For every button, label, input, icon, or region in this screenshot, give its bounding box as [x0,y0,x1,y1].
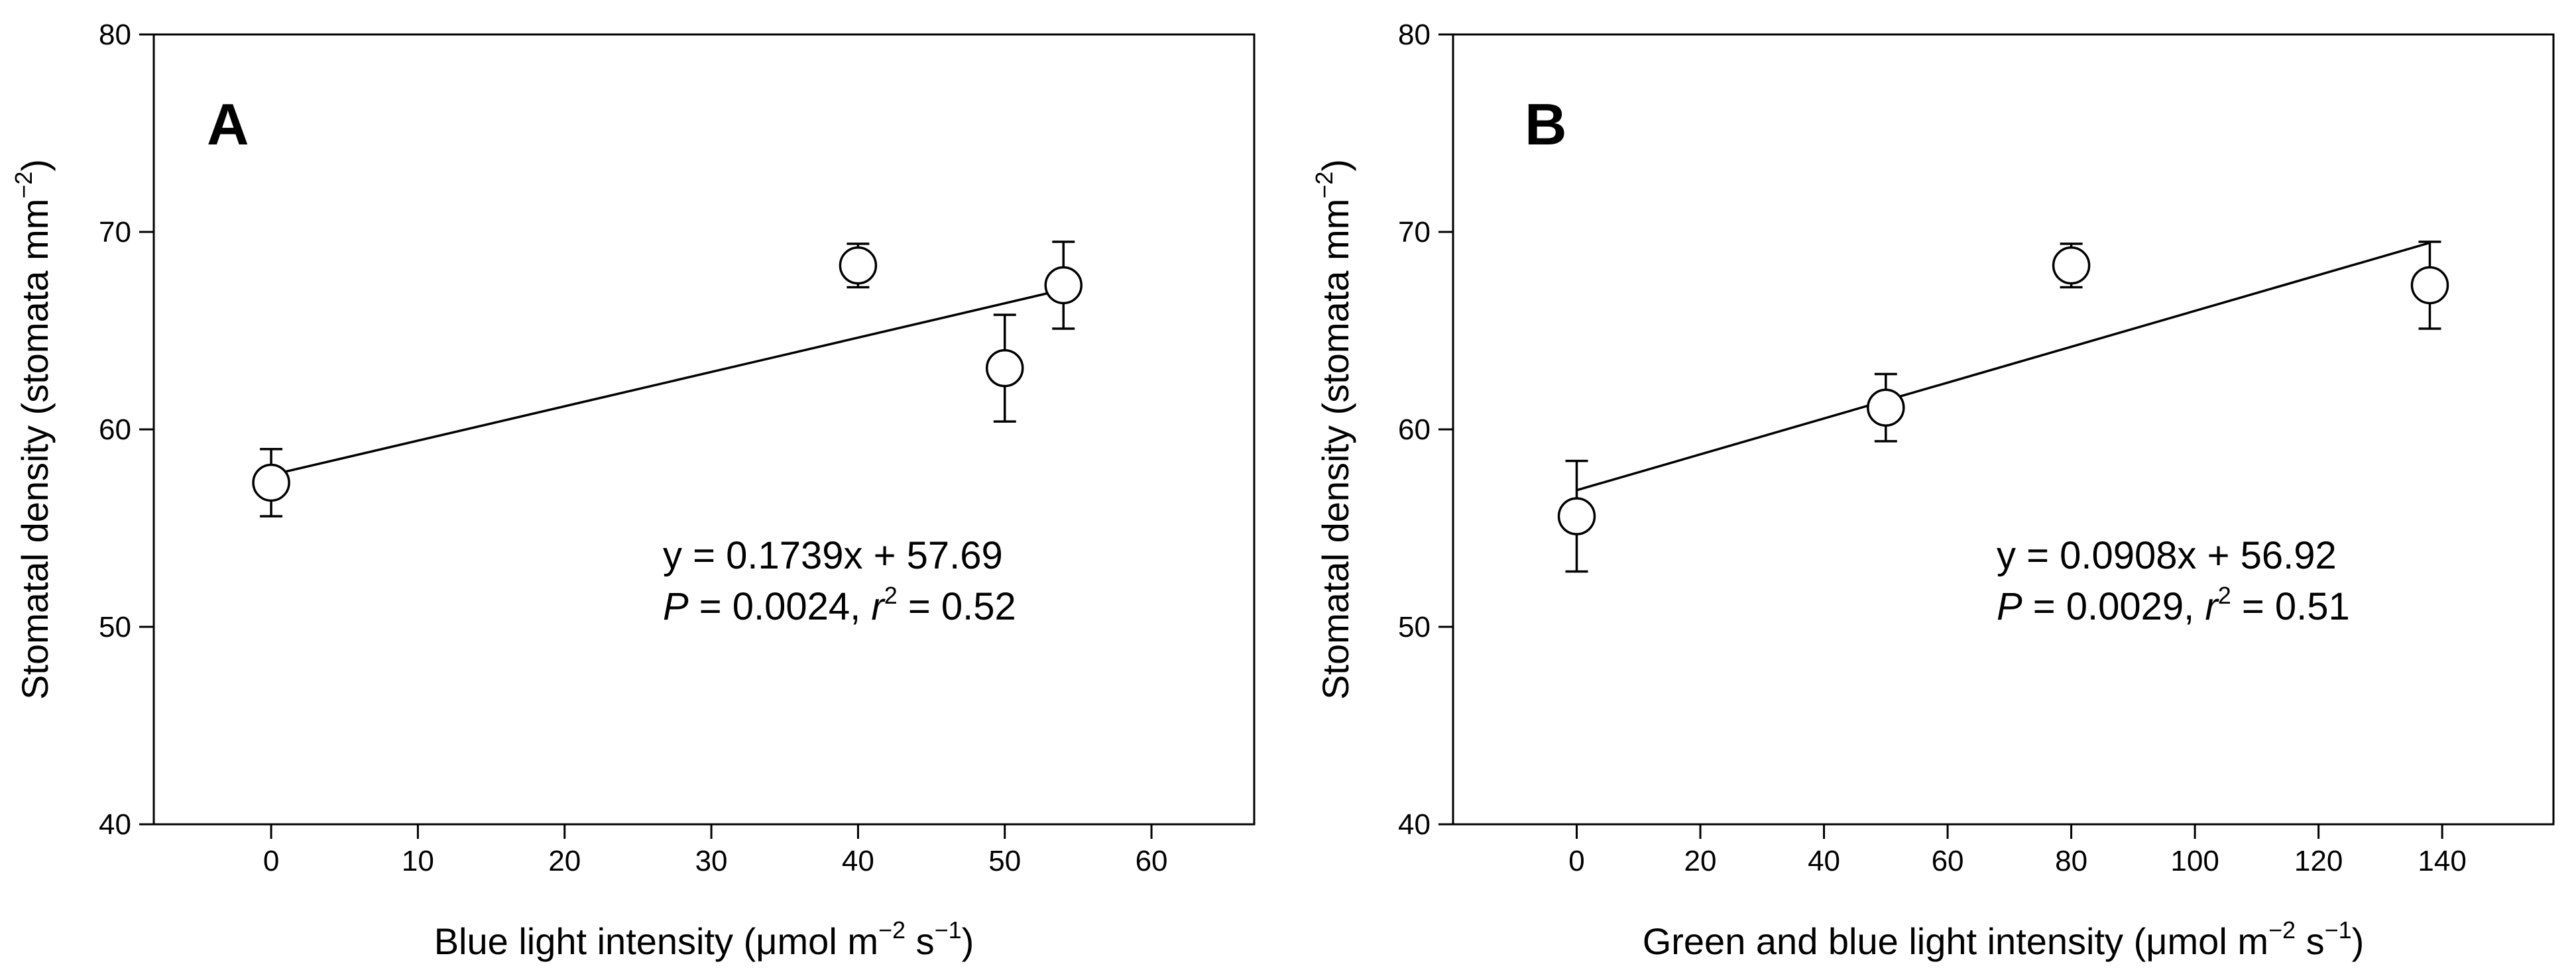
x-axis-ticks: 0 20 40 60 80 100 120 140 [1568,824,2467,877]
x-tick-label: 50 [988,845,1021,877]
y-axis-title: Stomatal density (stomata mm−2) [1311,159,1356,700]
y-title-part: ) [14,159,56,172]
x-tick-label: 140 [2418,845,2466,877]
regression-equation: y = 0.0908x + 56.92 [1997,534,2337,577]
p-symbol: P [663,585,689,628]
x-title-part: Blue light intensity ( [434,920,756,962]
y-tick-label: 80 [99,19,131,51]
p-symbol: P [1997,585,2022,628]
x-tick-label: 20 [548,845,581,877]
data-point [985,349,1024,388]
panel-letter: A [207,91,249,157]
y-tick-label: 50 [1398,611,1431,643]
regression-stats: P = 0.0029, r2 = 0.51 [1997,582,2350,628]
data-points [252,241,1083,517]
x-tick-label: 120 [2294,845,2343,877]
x-tick-label: 40 [1808,845,1840,877]
y-title-sup: −2 [1311,172,1338,199]
r-symbol: r [2205,585,2219,628]
data-point [2052,246,2091,285]
data-point [1867,388,1905,427]
x-title-sup: −2 [878,916,906,944]
panel-b: 40 50 60 70 80 0 20 40 60 80 100 120 140 B y = 0.09… [1311,19,2555,962]
y-tick-label: 60 [99,413,131,446]
x-title-part: mol m [2168,920,2268,962]
data-point [839,246,878,285]
y-title-sup: −2 [10,172,37,199]
r-superscript: 2 [884,582,898,609]
p-value: = 0.0024, [689,585,872,628]
x-tick-label: 0 [263,845,279,877]
x-title-part: ) [2352,920,2365,962]
x-tick-label: 30 [695,845,728,877]
r-symbol: r [871,585,886,628]
x-axis-title: Green and blue light intensity (μmol m−2… [1643,916,2365,962]
y-tick-label: 60 [1398,413,1431,446]
x-tick-label: 60 [1932,845,1964,877]
y-tick-label: 70 [1398,216,1431,248]
x-title-sup: −2 [2268,916,2296,944]
x-tick-label: 60 [1136,845,1168,877]
y-title-part: Stomatal density (stomata mm [1315,199,1356,700]
x-title-sup: −1 [935,916,962,944]
x-title-mu: μ [756,920,777,962]
y-title-part: ) [1315,159,1356,172]
x-axis-ticks: 0 10 20 30 40 50 60 [263,824,1168,877]
r-superscript: 2 [2218,582,2231,609]
y-tick-label: 40 [1398,808,1431,841]
r-value: = 0.51 [2231,585,2350,628]
data-points [1557,241,2449,573]
x-tick-label: 20 [1684,845,1717,877]
x-tick-label: 10 [402,845,434,877]
x-title-mu: μ [2146,920,2167,962]
x-tick-label: 40 [842,845,874,877]
data-point [252,463,290,502]
plot-frame [152,33,1256,826]
x-title-part: Green and blue light intensity ( [1643,920,2146,962]
plot-frame [1452,33,2555,826]
panel-letter: B [1525,91,1567,157]
x-tick-label: 100 [2170,845,2219,877]
data-point [1044,266,1083,305]
regression-line [270,288,1064,476]
p-value: = 0.0029, [2022,585,2205,628]
regression-stats: P = 0.0024, r2 = 0.52 [663,582,1016,628]
y-axis-ticks: 40 50 60 70 80 [99,19,154,841]
regression-line [1576,241,2430,492]
y-tick-label: 40 [99,808,131,841]
y-axis-title: Stomatal density (stomata mm−2) [10,159,56,700]
x-title-part: ) [962,920,974,962]
x-title-sup: −1 [2325,916,2352,944]
x-tick-label: 80 [2055,845,2087,877]
y-tick-label: 80 [1398,19,1431,51]
r-value: = 0.52 [898,585,1016,628]
y-axis-ticks: 40 50 60 70 80 [1398,19,1453,841]
data-point [1557,497,1596,535]
x-title-part: mol m [778,920,878,962]
y-title-part: Stomatal density (stomata mm [14,199,56,700]
regression-equation: y = 0.1739x + 57.69 [663,534,1003,577]
y-tick-label: 50 [99,611,131,643]
x-tick-label: 0 [1568,845,1584,877]
panel-a: 40 50 60 70 80 0 10 20 30 40 50 60 A y = 0.1739x +… [10,19,1256,962]
x-title-part: s [906,920,935,962]
x-title-part: s [2296,920,2325,962]
x-axis-title: Blue light intensity (μmol m−2 s−1) [434,916,974,962]
y-tick-label: 70 [99,216,131,248]
data-point [2410,266,2449,305]
